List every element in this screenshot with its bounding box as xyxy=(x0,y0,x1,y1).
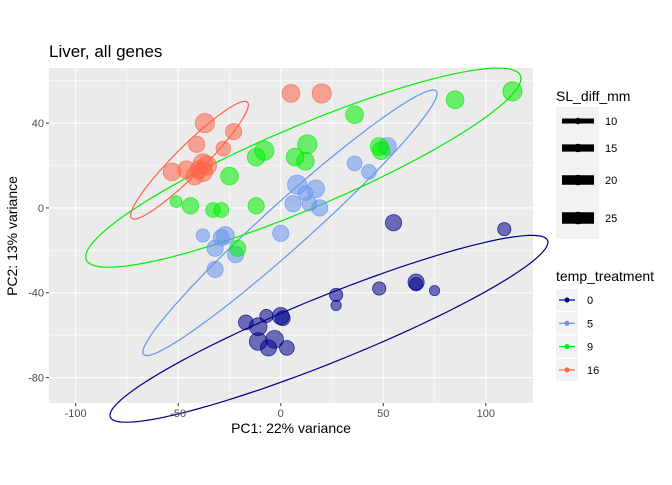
point-temp-0 xyxy=(385,214,403,232)
data-points xyxy=(162,81,523,357)
size-legend-title: SL_diff_mm xyxy=(556,88,630,104)
point-temp-5 xyxy=(272,224,290,242)
y-axis-title: PC2: 13% variance xyxy=(4,176,20,296)
color-legend-key-dot xyxy=(564,297,570,303)
y-tick-label: -40 xyxy=(28,288,44,300)
y-tick-label: 0 xyxy=(38,203,44,215)
size-legend-label: 10 xyxy=(605,116,617,128)
size-legend-label: 20 xyxy=(605,175,617,187)
point-temp-9 xyxy=(246,147,266,167)
ellipse-temp-0 xyxy=(109,234,549,423)
size-legend-key-dot xyxy=(573,143,583,153)
x-tick-label: 0 xyxy=(278,408,284,420)
point-temp-0 xyxy=(409,277,424,292)
point-temp-5 xyxy=(361,164,377,180)
size-legend-key-dot xyxy=(574,117,582,125)
point-temp-16 xyxy=(215,140,232,157)
point-temp-16 xyxy=(192,161,213,182)
point-temp-0 xyxy=(279,340,295,356)
color-legend-label: 9 xyxy=(587,342,593,354)
size-legend: SL_diff_mm 10 15 20 25 xyxy=(556,88,630,239)
point-temp-16 xyxy=(281,84,301,103)
point-temp-16 xyxy=(311,83,332,104)
size-legend-key-dot xyxy=(572,174,584,186)
color-legend-label: 5 xyxy=(587,318,593,330)
color-legend-title: temp_treatment xyxy=(556,268,654,284)
point-temp-5 xyxy=(195,228,210,243)
point-temp-0 xyxy=(497,222,512,237)
point-temp-9 xyxy=(502,81,523,102)
y-tick-label: -80 xyxy=(28,373,44,385)
color-legend-label: 16 xyxy=(587,365,599,377)
point-temp-5 xyxy=(206,260,224,278)
y-tick-label: 40 xyxy=(32,118,44,130)
color-legend-key-dot xyxy=(564,320,570,326)
point-temp-0 xyxy=(275,310,291,326)
size-legend-label: 15 xyxy=(605,143,617,155)
point-temp-16 xyxy=(194,113,215,134)
point-temp-9 xyxy=(229,239,247,257)
point-temp-0 xyxy=(265,330,284,349)
point-temp-0 xyxy=(428,285,441,297)
point-temp-0 xyxy=(259,309,274,324)
color-legend-key-dot xyxy=(564,367,570,373)
axis-ticks: -100 -50 0 50 100 -80 -40 0 40 xyxy=(28,118,495,420)
point-temp-16 xyxy=(188,135,206,153)
size-legend-key-dot xyxy=(571,211,585,225)
point-temp-9 xyxy=(220,166,239,186)
x-axis-title: PC1: 22% variance xyxy=(231,420,351,436)
color-legend-label: 0 xyxy=(587,295,593,307)
point-temp-5 xyxy=(346,155,363,172)
x-tick-label: -100 xyxy=(65,408,87,420)
point-temp-9 xyxy=(213,202,230,218)
point-temp-5 xyxy=(311,199,329,217)
point-temp-9 xyxy=(181,197,200,215)
color-legend: temp_treatment 0 5 9 16 xyxy=(556,268,654,381)
point-temp-0 xyxy=(330,299,342,312)
point-temp-9 xyxy=(247,197,265,215)
point-temp-0 xyxy=(329,287,344,302)
color-legend-key-dot xyxy=(564,344,570,350)
x-tick-label: 100 xyxy=(477,408,495,420)
point-temp-5 xyxy=(206,239,224,257)
point-temp-9 xyxy=(445,90,465,110)
ellipse-temp-9 xyxy=(85,67,522,268)
point-temp-5 xyxy=(284,195,302,213)
point-temp-9 xyxy=(285,147,305,167)
size-legend-label: 25 xyxy=(605,213,617,225)
point-temp-0 xyxy=(372,281,387,296)
chart-title: Liver, all genes xyxy=(49,42,162,61)
x-tick-label: -50 xyxy=(170,408,186,420)
point-temp-16 xyxy=(225,123,243,141)
x-tick-label: 50 xyxy=(377,408,389,420)
point-temp-9 xyxy=(169,195,183,208)
point-temp-9 xyxy=(371,141,391,160)
point-temp-16 xyxy=(162,162,182,182)
point-temp-9 xyxy=(345,105,364,124)
